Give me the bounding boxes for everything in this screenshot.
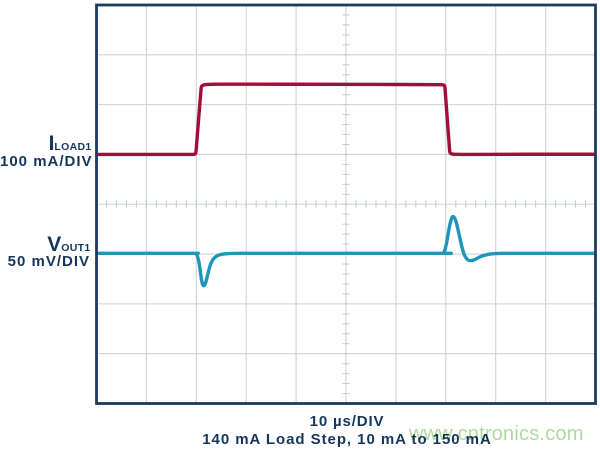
channel2-symbol-subscript: OUT1: [61, 241, 91, 254]
graticule-ticks: [105, 14, 587, 395]
channel2-scale: 50 mV/DIV: [7, 253, 90, 270]
channel2-symbol: VOUT1: [0, 234, 91, 255]
waveform-traces: [96, 82, 596, 288]
timebase-caption: 10 µs/DIV: [309, 412, 385, 430]
channel1-scale: 100 mA/DIV: [0, 153, 93, 170]
load-step-caption: 140 mA Load Step, 10 mA to 150 mA: [202, 431, 492, 449]
channel1-symbol: ILOAD1: [0, 133, 92, 154]
plot-border: [95, 3, 597, 405]
channel2-symbol-letter: V: [47, 232, 62, 256]
trace-vout1: [96, 214, 596, 288]
channel1-symbol-letter: I: [48, 131, 55, 155]
watermark-text: www.cntronics.com: [409, 422, 584, 445]
trace-iload1: [96, 82, 596, 157]
channel1-symbol-subscript: LOAD1: [54, 140, 92, 153]
